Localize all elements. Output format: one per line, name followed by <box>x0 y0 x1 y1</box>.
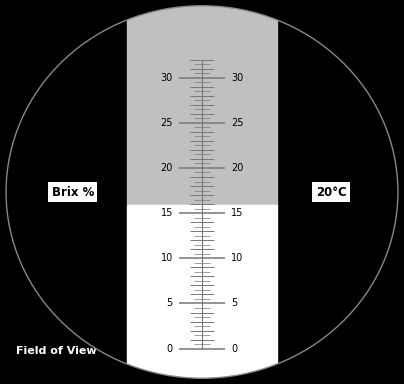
Text: 25: 25 <box>160 118 173 128</box>
Text: 5: 5 <box>167 298 173 308</box>
Text: 0: 0 <box>167 344 173 354</box>
Text: 5: 5 <box>231 298 237 308</box>
Text: 20: 20 <box>160 163 173 173</box>
Text: 10: 10 <box>161 253 173 263</box>
Text: Field of View: Field of View <box>16 346 97 356</box>
Text: 30: 30 <box>231 73 243 83</box>
Text: Brix %: Brix % <box>52 185 94 199</box>
Bar <box>127 205 277 378</box>
Text: 30: 30 <box>161 73 173 83</box>
Ellipse shape <box>6 6 398 378</box>
Text: 0: 0 <box>231 344 237 354</box>
Text: 10: 10 <box>231 253 243 263</box>
Text: 15: 15 <box>231 208 244 218</box>
Text: 20°C: 20°C <box>316 185 347 199</box>
Bar <box>127 6 277 205</box>
Text: 20: 20 <box>231 163 244 173</box>
Text: 15: 15 <box>160 208 173 218</box>
Text: 25: 25 <box>231 118 244 128</box>
